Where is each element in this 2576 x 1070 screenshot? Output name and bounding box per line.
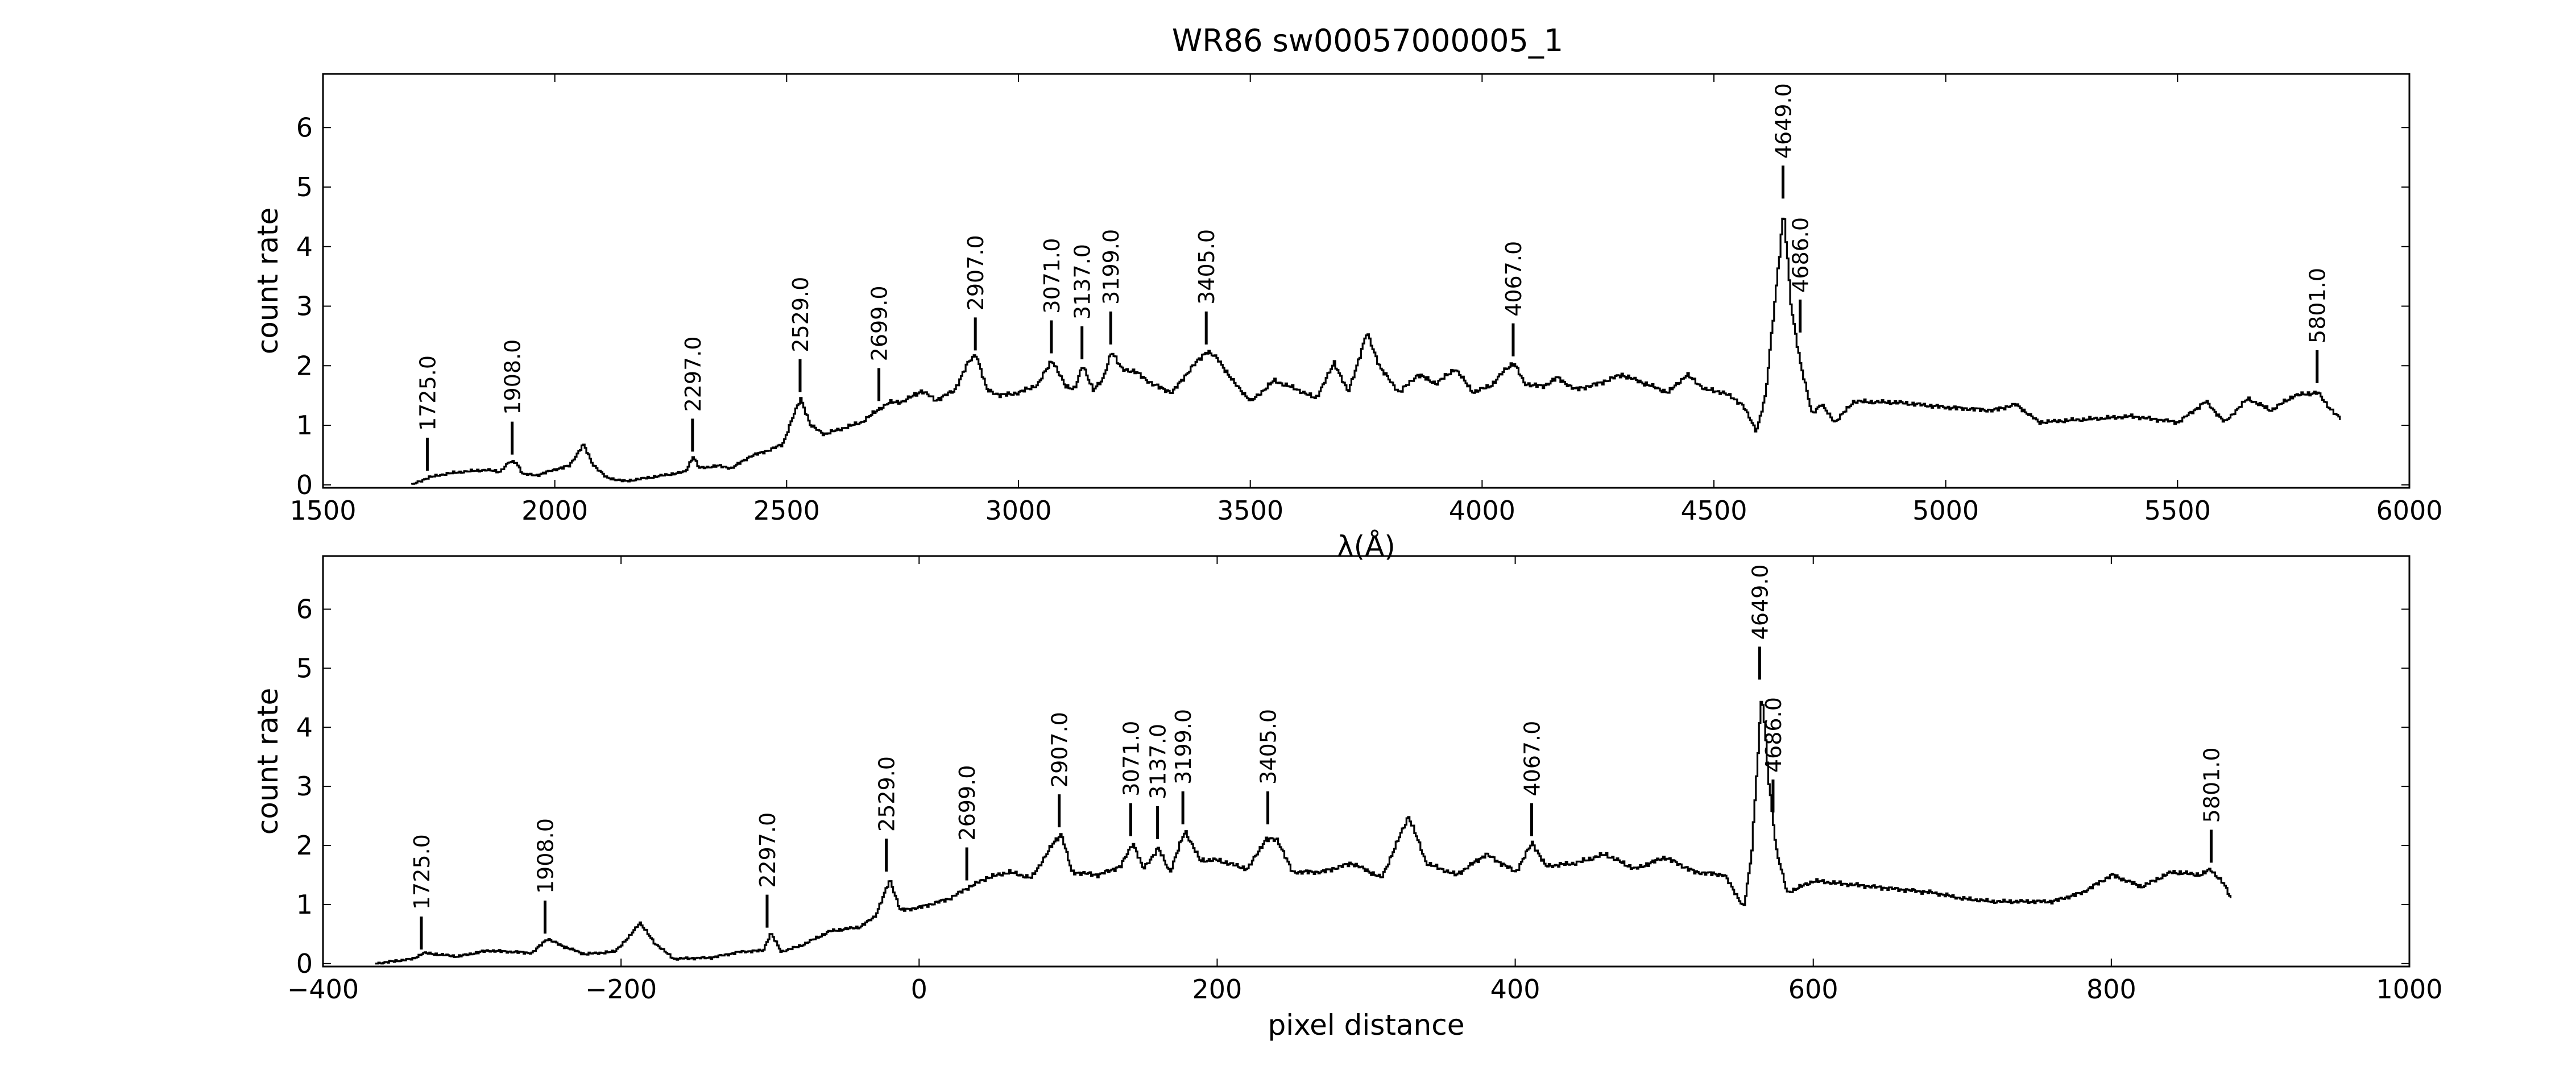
line-label: 2907.0 xyxy=(1047,712,1072,787)
line-label: 1908.0 xyxy=(533,818,558,894)
line-label: 4067.0 xyxy=(1501,241,1526,317)
line-label: 1725.0 xyxy=(409,834,434,910)
line-label: 4067.0 xyxy=(1519,721,1544,797)
line-label: 4686.0 xyxy=(1788,217,1813,293)
x-tick-label: 3000 xyxy=(985,495,1051,526)
y-tick-label: 3 xyxy=(296,771,313,802)
y-tick-label: 0 xyxy=(296,470,313,500)
y-tick-label: 6 xyxy=(296,594,313,624)
x-tick-label: 6000 xyxy=(2376,495,2442,526)
x-tick-label: −400 xyxy=(287,974,359,1005)
line-label: 2297.0 xyxy=(681,336,706,412)
pixel-distance-panel: −400 −200 0 200 400 600 800 1000 0 1 2 3 4 5 6 pixel di… xyxy=(251,555,2443,1042)
x-tick-label: 600 xyxy=(1788,974,1838,1005)
x-axis-label: λ(Å) xyxy=(1337,530,1395,563)
x-tick-label: 1000 xyxy=(2376,974,2442,1005)
line-label: 1725.0 xyxy=(415,355,440,431)
y-tick-label: 2 xyxy=(296,830,313,861)
figure-title: WR86 sw00057000005_1 xyxy=(1172,23,1563,59)
y-tick-label: 5 xyxy=(296,172,313,202)
y-tick-label: 4 xyxy=(296,231,313,262)
y-axis-label: count rate xyxy=(251,688,284,835)
line-label: 4686.0 xyxy=(1761,697,1786,773)
line-label: 5801.0 xyxy=(2305,268,2330,343)
line-label: 2529.0 xyxy=(875,756,900,832)
x-tick-label: 1500 xyxy=(289,495,356,526)
line-label: 3137.0 xyxy=(1070,244,1095,320)
wavelength-panel: 1500 2000 2500 3000 3500 4000 4500 5000 5500 6000… xyxy=(251,73,2443,563)
line-label: 3137.0 xyxy=(1146,724,1171,799)
x-tick-label: 2000 xyxy=(521,495,588,526)
line-label: 2699.0 xyxy=(955,765,980,841)
y-tick-label: 1 xyxy=(296,889,313,920)
y-axis-label: count rate xyxy=(251,208,284,355)
y-tick-label: 3 xyxy=(296,291,313,322)
y-tick-label: 2 xyxy=(296,350,313,381)
line-label: 2699.0 xyxy=(867,285,892,361)
line-label: 3071.0 xyxy=(1119,721,1144,797)
line-label: 5801.0 xyxy=(2199,747,2224,823)
x-tick-label: 5500 xyxy=(2144,495,2211,526)
x-tick-label: 5000 xyxy=(1912,495,1979,526)
plot-frame xyxy=(322,555,2411,968)
x-tick-label: 200 xyxy=(1192,974,1243,1005)
x-tick-label: 2500 xyxy=(753,495,820,526)
line-label: 2907.0 xyxy=(963,235,988,310)
line-label: 3199.0 xyxy=(1099,229,1124,305)
line-label: 2297.0 xyxy=(755,812,780,888)
y-tick-label: 0 xyxy=(296,948,313,979)
x-tick-label: −200 xyxy=(585,974,657,1005)
y-tick-label: 6 xyxy=(296,112,313,143)
line-label: 4649.0 xyxy=(1747,564,1772,640)
y-tick-label: 5 xyxy=(296,653,313,683)
line-label: 1908.0 xyxy=(500,339,525,415)
x-tick-label: 4500 xyxy=(1680,495,1747,526)
x-axis-label: pixel distance xyxy=(1268,1009,1464,1042)
x-tick-label: 3500 xyxy=(1217,495,1283,526)
x-tick-label: 400 xyxy=(1490,974,1540,1005)
x-tick-label: 4000 xyxy=(1449,495,1515,526)
x-tick-label: 0 xyxy=(911,974,927,1005)
spectrum-series xyxy=(411,217,2341,485)
line-label: 3071.0 xyxy=(1039,238,1065,314)
line-label: 2529.0 xyxy=(788,277,813,352)
line-label: 3199.0 xyxy=(1171,709,1196,785)
y-tick-label: 4 xyxy=(296,712,313,743)
line-label: 3405.0 xyxy=(1256,709,1281,785)
plot-frame xyxy=(322,73,2411,489)
line-label: 4649.0 xyxy=(1771,83,1796,159)
x-tick-label: 800 xyxy=(2086,974,2136,1005)
line-label: 3405.0 xyxy=(1194,229,1219,305)
y-tick-label: 1 xyxy=(296,410,313,441)
spectrum-series xyxy=(375,700,2232,965)
